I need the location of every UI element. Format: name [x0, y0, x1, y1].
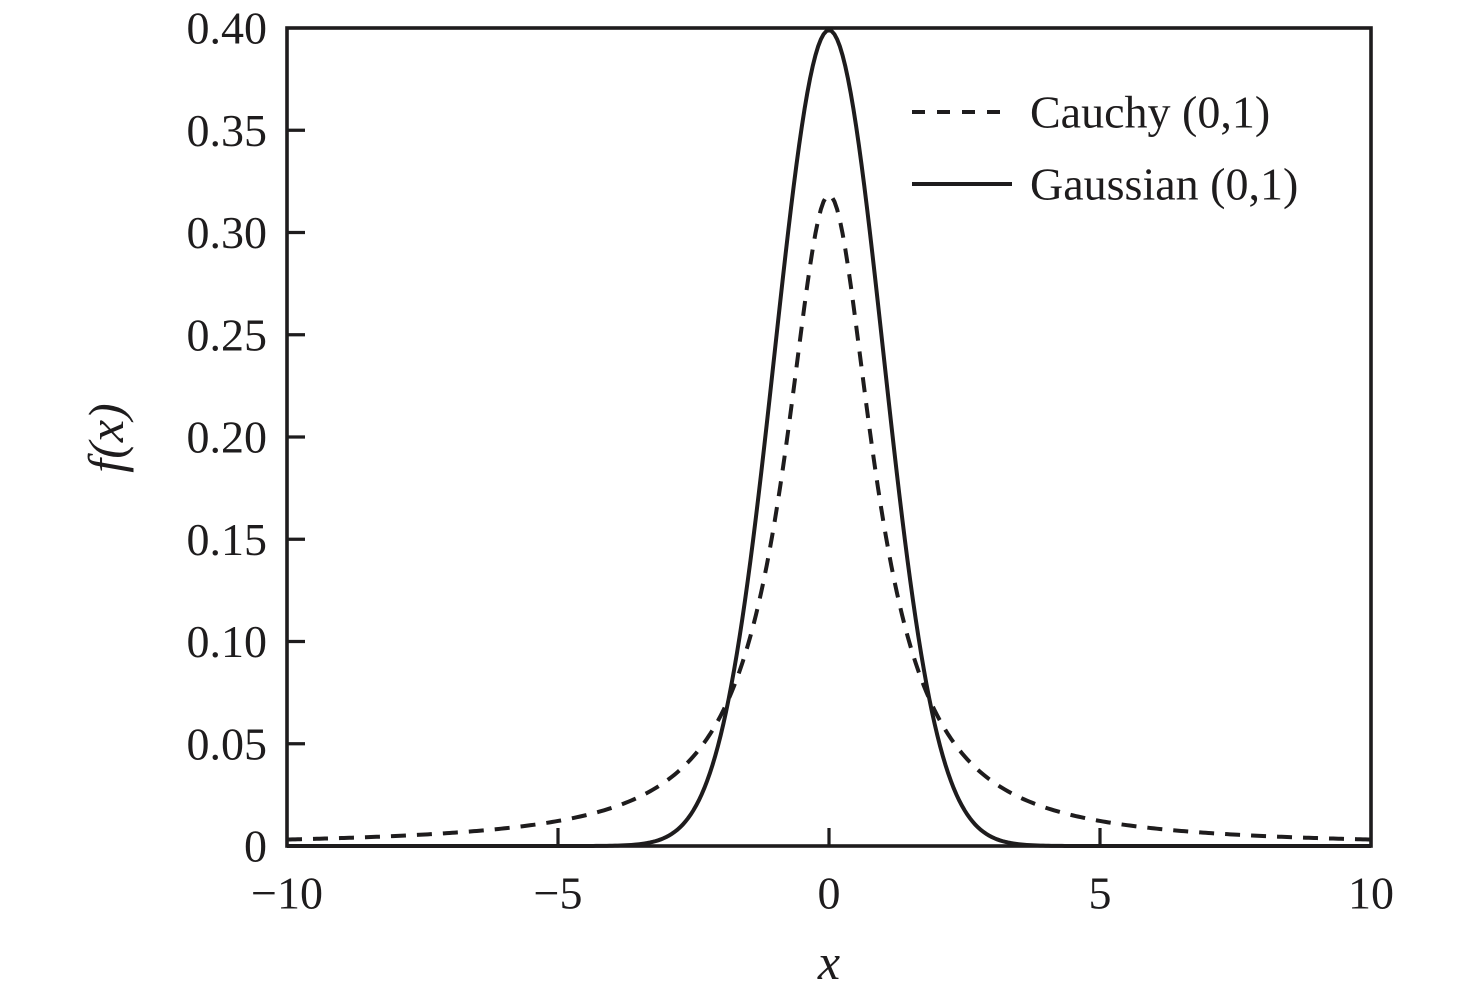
- y-tick-label: 0.20: [187, 412, 268, 463]
- y-tick-label: 0.10: [187, 616, 268, 667]
- x-tick-label: 0: [818, 868, 841, 919]
- cauchy-curve: [286, 192, 1372, 842]
- gaussian-curve: [287, 28, 1371, 848]
- legend-item-cauchy: Cauchy (0,1): [912, 87, 1270, 138]
- x-axis-label: x: [817, 934, 840, 990]
- y-axis-label: f(x): [78, 403, 134, 472]
- x-tick-label: 5: [1089, 868, 1112, 919]
- legend-item-gaussian: Gaussian (0,1): [912, 159, 1298, 210]
- y-tick-label: 0.35: [187, 105, 268, 156]
- legend: Cauchy (0,1) Gaussian (0,1): [912, 87, 1298, 210]
- y-tick-label: 0.25: [187, 309, 268, 360]
- y-tick-label: 0.30: [187, 207, 268, 258]
- x-tick-label: 10: [1348, 868, 1394, 919]
- x-tick-label: −10: [251, 868, 323, 919]
- tick-marks-group: [287, 128, 1102, 846]
- y-tick-label: 0: [244, 821, 267, 872]
- y-tick-label: 0.40: [187, 3, 268, 54]
- curves-group: [286, 28, 1372, 848]
- y-tick-label: 0.15: [187, 514, 268, 565]
- legend-label-cauchy: Cauchy (0,1): [1030, 87, 1270, 138]
- tick-labels-group: 0.400.350.300.250.200.150.100.050−10 −5 0 5…: [187, 3, 1395, 919]
- x-tick-label: −5: [534, 868, 583, 919]
- legend-label-gaussian: Gaussian (0,1): [1030, 159, 1298, 210]
- y-tick-label: 0.05: [187, 718, 268, 769]
- plot-frame: [285, 26, 1373, 848]
